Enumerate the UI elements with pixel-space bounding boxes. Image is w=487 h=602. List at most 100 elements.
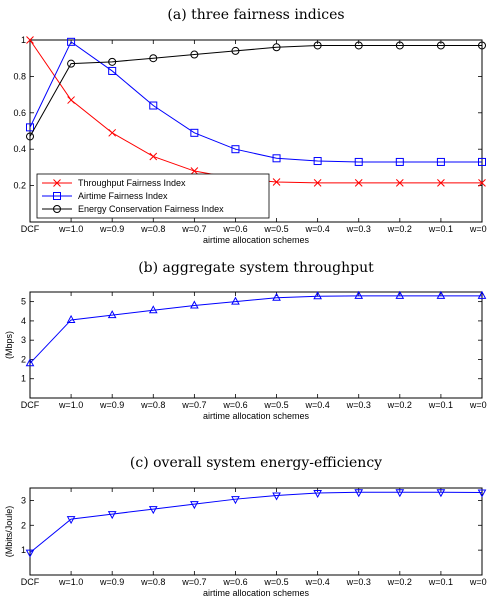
x-tick-label: w=0.2 [387,400,412,410]
data-point [272,43,281,52]
legend-label: Throughput Fairness Index [78,178,186,188]
data-point [436,290,446,299]
data-point [313,157,322,166]
x-tick-label: w=0.6 [222,224,247,234]
data-point [313,291,322,300]
data-point [436,489,446,498]
x-tick-label: DCF [21,224,40,234]
data-point [272,154,281,163]
data-point [437,179,445,187]
x-tick-label: w=0.7 [181,224,206,234]
series-3 [26,41,486,141]
y-axis-label: (Mbits/Joule) [4,506,14,558]
data-point [436,41,445,50]
data-point [231,46,240,55]
x-tick-label: w=0.1 [428,224,453,234]
x-tick-label: w=0.6 [222,577,247,587]
data-point [26,36,34,44]
y-tick-label: 2 [21,520,26,530]
y-tick-label: 0.2 [13,181,26,191]
x-tick-label: w=0.1 [428,577,453,587]
legend-box [36,173,270,219]
data-point [395,179,404,187]
data-point [26,123,34,132]
data-point [190,501,199,510]
y-axis-label: (Mbps) [4,331,14,359]
y-tick-label: 3 [21,495,26,505]
data-point [108,57,117,66]
x-tick-label: w=0.4 [304,224,329,234]
y-tick-label: 0.8 [13,71,26,81]
x-axis-label: airtime allocation schemes [203,588,310,598]
chart-title: (c) overall system energy-efficiency [130,455,382,471]
data-point [67,37,76,46]
data-point [477,290,487,299]
data-point [66,516,76,525]
data-point [272,292,281,301]
x-tick-label: w=0.7 [181,400,206,410]
data-point [395,41,404,50]
series-line [29,295,482,364]
y-tick-label: 0.4 [13,144,26,154]
data-point [190,167,199,175]
x-axis-label: airtime allocation schemes [203,411,310,421]
chart-panel-3: (c) overall system energy-efficiency DCF w… [4,455,487,598]
data-point [107,511,117,520]
series-line [29,41,482,163]
x-tick-label: w=0.5 [263,224,288,234]
chart-title: (b) aggregate system throughput [138,260,374,276]
data-point [148,506,158,515]
data-point [436,157,445,166]
data-point [354,41,363,50]
chart-title: (a) three fairness indices [167,7,344,23]
data-point [66,314,76,323]
series-line [29,39,482,184]
data-point [478,41,486,50]
data-point [67,59,76,68]
y-tick-label: 4 [21,316,26,326]
y-tick-label: 2 [21,354,26,364]
x-tick-label: w=0.9 [99,224,124,234]
x-tick-label: w=0.8 [140,224,165,234]
data-point [190,50,199,59]
series-2 [26,37,486,166]
x-tick-label: w=1.0 [58,400,83,410]
data-point [53,192,61,200]
x-tick-label: DCF [21,400,40,410]
legend-label: Energy Conservation Fairness Index [78,204,224,214]
data-point [395,290,405,299]
chart-panel-1: (a) three fairness indices DCF w=1.0 w=0.9 w… [13,7,487,245]
legend: Throughput Fairness Index Airtime Fairnes… [36,173,270,219]
data-point [190,128,199,137]
x-tick-label: DCF [21,577,40,587]
data-point [148,305,158,314]
chart-panel-2: (b) aggregate system throughput DCF w=1.0 w… [4,260,487,421]
y-tick-label: 3 [21,335,26,345]
x-tick-label: w=0.3 [346,577,371,587]
x-tick-label: w=0.5 [263,400,288,410]
data-point [272,492,281,501]
x-tick-label: w=0.8 [140,400,165,410]
series-line [29,44,482,137]
data-point [231,296,240,305]
x-tick-label: w=0.5 [263,577,288,587]
x-tick-label: w=0.1 [428,400,453,410]
data-point [231,496,240,505]
data-point [25,358,35,367]
data-point [395,489,405,498]
x-tick-label: w=1.0 [58,224,83,234]
x-tick-label: w=0.4 [304,400,329,410]
data-point [67,96,75,104]
series-1 [25,489,487,558]
data-point [354,489,364,498]
x-tick-label: w=0.0 [469,577,487,587]
x-tick-label: w=0.3 [346,224,371,234]
data-point [25,549,35,558]
data-point [149,54,158,63]
legend-label: Airtime Fairness Index [78,191,168,201]
data-point [313,489,322,499]
data-point [231,145,240,154]
data-point [477,489,487,498]
data-point [354,290,364,299]
